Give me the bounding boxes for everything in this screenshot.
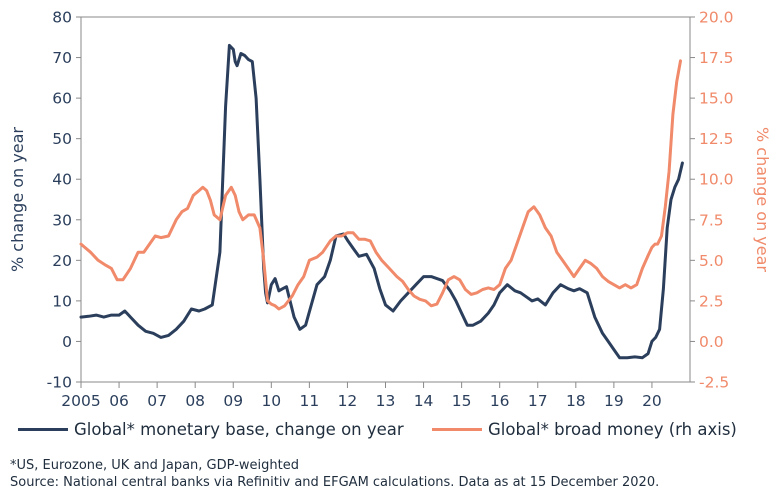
y-left-tick-label: -10 [47, 374, 72, 392]
y-right-tick-label: 20.0 [699, 9, 734, 27]
series-line-monetary-base [79, 43, 684, 360]
y-left-tick-label: 40 [52, 171, 72, 189]
line-chart: -10 0 10 20 30 40 50 60 70 80 -2.5 0.0 2.5 5.0 7.5 10.0… [8, 9, 772, 411]
y-left-axis-title: % change on year [8, 127, 27, 272]
y-right-axis-title: % change on year [753, 127, 772, 272]
legend-swatch-monetary-base [18, 428, 68, 431]
x-tick-label: 17 [528, 392, 548, 410]
x-tick-label: 18 [566, 392, 586, 410]
series-line-broad-money [79, 59, 682, 311]
y-right-tick-label: 2.5 [699, 292, 724, 310]
y-right-tick-label: 17.5 [699, 49, 734, 67]
footnote: *US, Eurozone, UK and Japan, GDP-weighte… [10, 458, 299, 473]
x-tick-label: 16 [490, 392, 510, 410]
x-tick-label: 15 [452, 392, 472, 410]
x-tick-label: 12 [338, 392, 358, 410]
legend-label-broad-money: Global* broad money (rh axis) [488, 420, 737, 439]
legend-item-broad-money: Global* broad money (rh axis) [432, 420, 737, 439]
y-right-tick-label: 15.0 [699, 90, 734, 108]
x-tick-label: 07 [147, 392, 167, 410]
x-tick-label: 10 [261, 392, 281, 410]
y-right-tick-label: 12.5 [699, 130, 734, 148]
y-left-tick-label: 10 [52, 292, 72, 310]
legend-item-monetary-base: Global* monetary base, change on year [18, 420, 404, 439]
source-note: Source: National central banks via Refin… [10, 475, 660, 490]
y-left-tick-label: 70 [52, 49, 72, 67]
x-tick-label: 13 [376, 392, 396, 410]
x-tick-label: 19 [604, 392, 624, 410]
y-left-tick-label: 30 [52, 211, 72, 229]
x-tick-label: 2005 [61, 392, 100, 410]
legend-label-monetary-base: Global* monetary base, change on year [74, 420, 404, 439]
legend-swatch-broad-money [432, 428, 482, 431]
x-tick-label: 14 [414, 392, 434, 410]
y-left-tick-label: 20 [52, 252, 72, 270]
y-left-tick-label: 80 [52, 9, 72, 27]
y-right-tick-label: 7.5 [699, 211, 724, 229]
x-tick-label: 11 [300, 392, 320, 410]
y-right-tick-label: 0.0 [699, 333, 724, 351]
x-tick-label: 20 [642, 392, 662, 410]
y-left-tick-label: 60 [52, 90, 72, 108]
legend: Global* monetary base, change on year Gl… [0, 418, 776, 444]
y-right-tick-label: 10.0 [699, 171, 734, 189]
x-tick-label: 09 [223, 392, 243, 410]
x-tick-label: 06 [109, 392, 129, 410]
chart-notes: *US, Eurozone, UK and Japan, GDP-weighte… [10, 457, 659, 491]
y-left-tick-label: 50 [52, 130, 72, 148]
y-right-tick-label: 5.0 [699, 252, 724, 270]
y-right-tick-label: -2.5 [699, 374, 729, 392]
x-tick-label: 08 [185, 392, 205, 410]
y-left-tick-label: 0 [62, 333, 72, 351]
